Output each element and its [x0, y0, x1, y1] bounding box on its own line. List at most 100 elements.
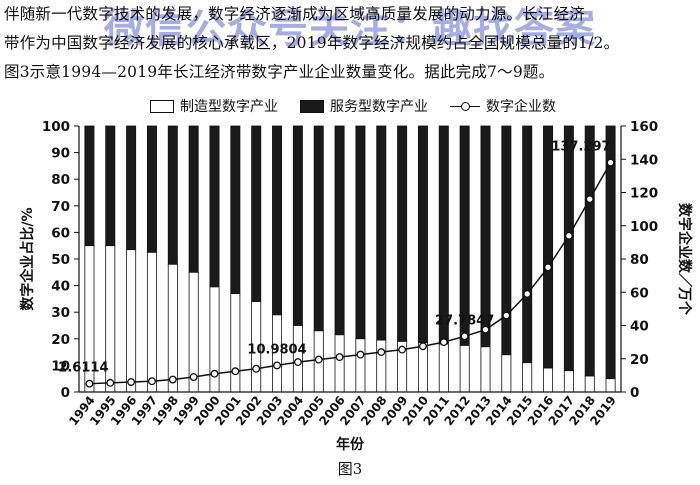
legend-item-service: 服务型数字产业 [300, 96, 428, 116]
bar-manufacturing [459, 345, 470, 393]
bar-manufacturing [334, 334, 345, 393]
bar-manufacturing [355, 338, 366, 393]
bar-service [397, 125, 408, 342]
legend-swatch-white [150, 99, 174, 113]
legend-label-count: 数字企业数 [486, 99, 556, 115]
bar-manufacturing [230, 293, 241, 393]
count-point [377, 348, 386, 357]
count-point [106, 378, 115, 387]
bar-service [438, 125, 449, 345]
y2-tick-label: 80 [630, 252, 649, 268]
bar-service [272, 125, 283, 316]
y-tick-label: 40 [51, 279, 70, 295]
y-tick-label: 80 [51, 172, 70, 188]
chart: 0 10 20 30 40 50 60 70 80 90 100 0 20 40 60 80 100 120 140… [19, 119, 693, 453]
bar-service [563, 125, 574, 372]
bar-service [251, 125, 262, 302]
count-point [502, 311, 511, 320]
bar-service [334, 125, 345, 336]
bar-service [355, 125, 366, 340]
paragraph-line-1: 伴随新一代数字技术的发展，数字经济逐渐成为区域高质量发展的动力源。长江经济 [4, 5, 585, 23]
count-point [606, 158, 615, 167]
bar-service [376, 125, 387, 341]
y2-tick-label: 20 [630, 352, 649, 368]
count-point [564, 231, 573, 240]
bar-service [417, 125, 428, 344]
count-point [293, 358, 302, 367]
count-point [148, 377, 156, 386]
x-axis-title: 年份 [336, 436, 365, 453]
y2-tick-label: 40 [630, 319, 649, 335]
count-point [585, 195, 594, 204]
y-tick-label: 30 [51, 305, 70, 321]
legend-label-manufacturing: 制造型数字产业 [180, 99, 278, 115]
paragraph-line-2: 带作为中国数字经济发展的核心承载区，2019年数字经济规模约占全国规模总量的1/… [4, 34, 620, 52]
bar-service [146, 125, 157, 253]
y-tick-label: 20 [51, 332, 70, 348]
y2-tick-label: 0 [630, 385, 639, 401]
y2-tick-label: 60 [630, 285, 649, 301]
legend-label-service: 服务型数字产业 [330, 99, 428, 115]
count-point [398, 345, 407, 354]
bar-manufacturing [146, 251, 157, 393]
y2-tick-label: 160 [630, 119, 658, 135]
legend-swatch-line [450, 101, 480, 112]
count-point [168, 375, 177, 384]
bar-service [230, 125, 241, 294]
y2-tick-label: 140 [630, 152, 658, 168]
bar-manufacturing [563, 370, 574, 393]
bar-service [543, 125, 554, 369]
y2-tick-label: 100 [630, 219, 658, 235]
data-label: 2.6114 [58, 361, 108, 376]
y-tick-label: 0 [61, 385, 70, 401]
count-point [127, 378, 136, 386]
bar-service [522, 125, 533, 364]
bar-service [188, 125, 199, 273]
bar-service [209, 125, 220, 288]
count-point [210, 369, 219, 378]
figure-caption: 图3 [337, 460, 363, 478]
y-tick-label: 100 [42, 119, 70, 135]
y-tick-label: 70 [51, 199, 70, 215]
y2-tick-label: 120 [630, 186, 658, 202]
bar-service [292, 125, 303, 326]
chart-legend: 制造型数字产业 服务型数字产业 数字企业数 [150, 96, 670, 116]
bar-manufacturing [584, 375, 595, 393]
bar-manufacturing [438, 343, 449, 393]
y-tick-label: 90 [51, 146, 70, 162]
legend-item-count: 数字企业数 [450, 96, 556, 116]
count-point [460, 332, 469, 341]
bar-manufacturing [522, 362, 533, 393]
bar-service [584, 125, 595, 377]
count-point [481, 325, 490, 334]
data-label: 137.297 [551, 140, 610, 155]
y-axis-title: 数字企业占比/% [19, 207, 36, 310]
bar-manufacturing [480, 346, 491, 393]
count-point [189, 373, 198, 381]
bar-manufacturing [543, 367, 554, 393]
legend-swatch-black [300, 99, 324, 113]
y-tick-label: 10 [51, 358, 70, 374]
count-point [439, 338, 448, 347]
y2-axis-title: 数字企业数／万个 [676, 203, 693, 316]
paragraph-line-3: 图3示意1994—2019年长江经济带数字产业企业数量变化。据此完成7～9题。 [4, 63, 555, 81]
bar-service [126, 125, 137, 251]
count-point [335, 353, 344, 362]
bar-service [84, 125, 95, 247]
count-point [252, 364, 261, 373]
count-point [356, 350, 365, 359]
count-point [314, 355, 323, 364]
bar-manufacturing [376, 339, 387, 393]
y-tick-label: 50 [51, 252, 70, 268]
legend-item-manufacturing: 制造型数字产业 [150, 96, 278, 116]
count-point [273, 361, 281, 370]
y-tick-label: 60 [51, 225, 70, 241]
data-label: 27.7847 [435, 313, 494, 328]
data-label: 10.9804 [247, 342, 306, 357]
question-paragraph: 伴随新一代数字技术的发展，数字经济逐渐成为区域高质量发展的动力源。长江经济 带作… [4, 0, 696, 87]
bar-service [313, 125, 324, 332]
bar-manufacturing [501, 354, 512, 393]
count-line [89, 162, 612, 385]
bar-manufacturing [167, 263, 178, 393]
bar-manufacturing [605, 378, 616, 393]
